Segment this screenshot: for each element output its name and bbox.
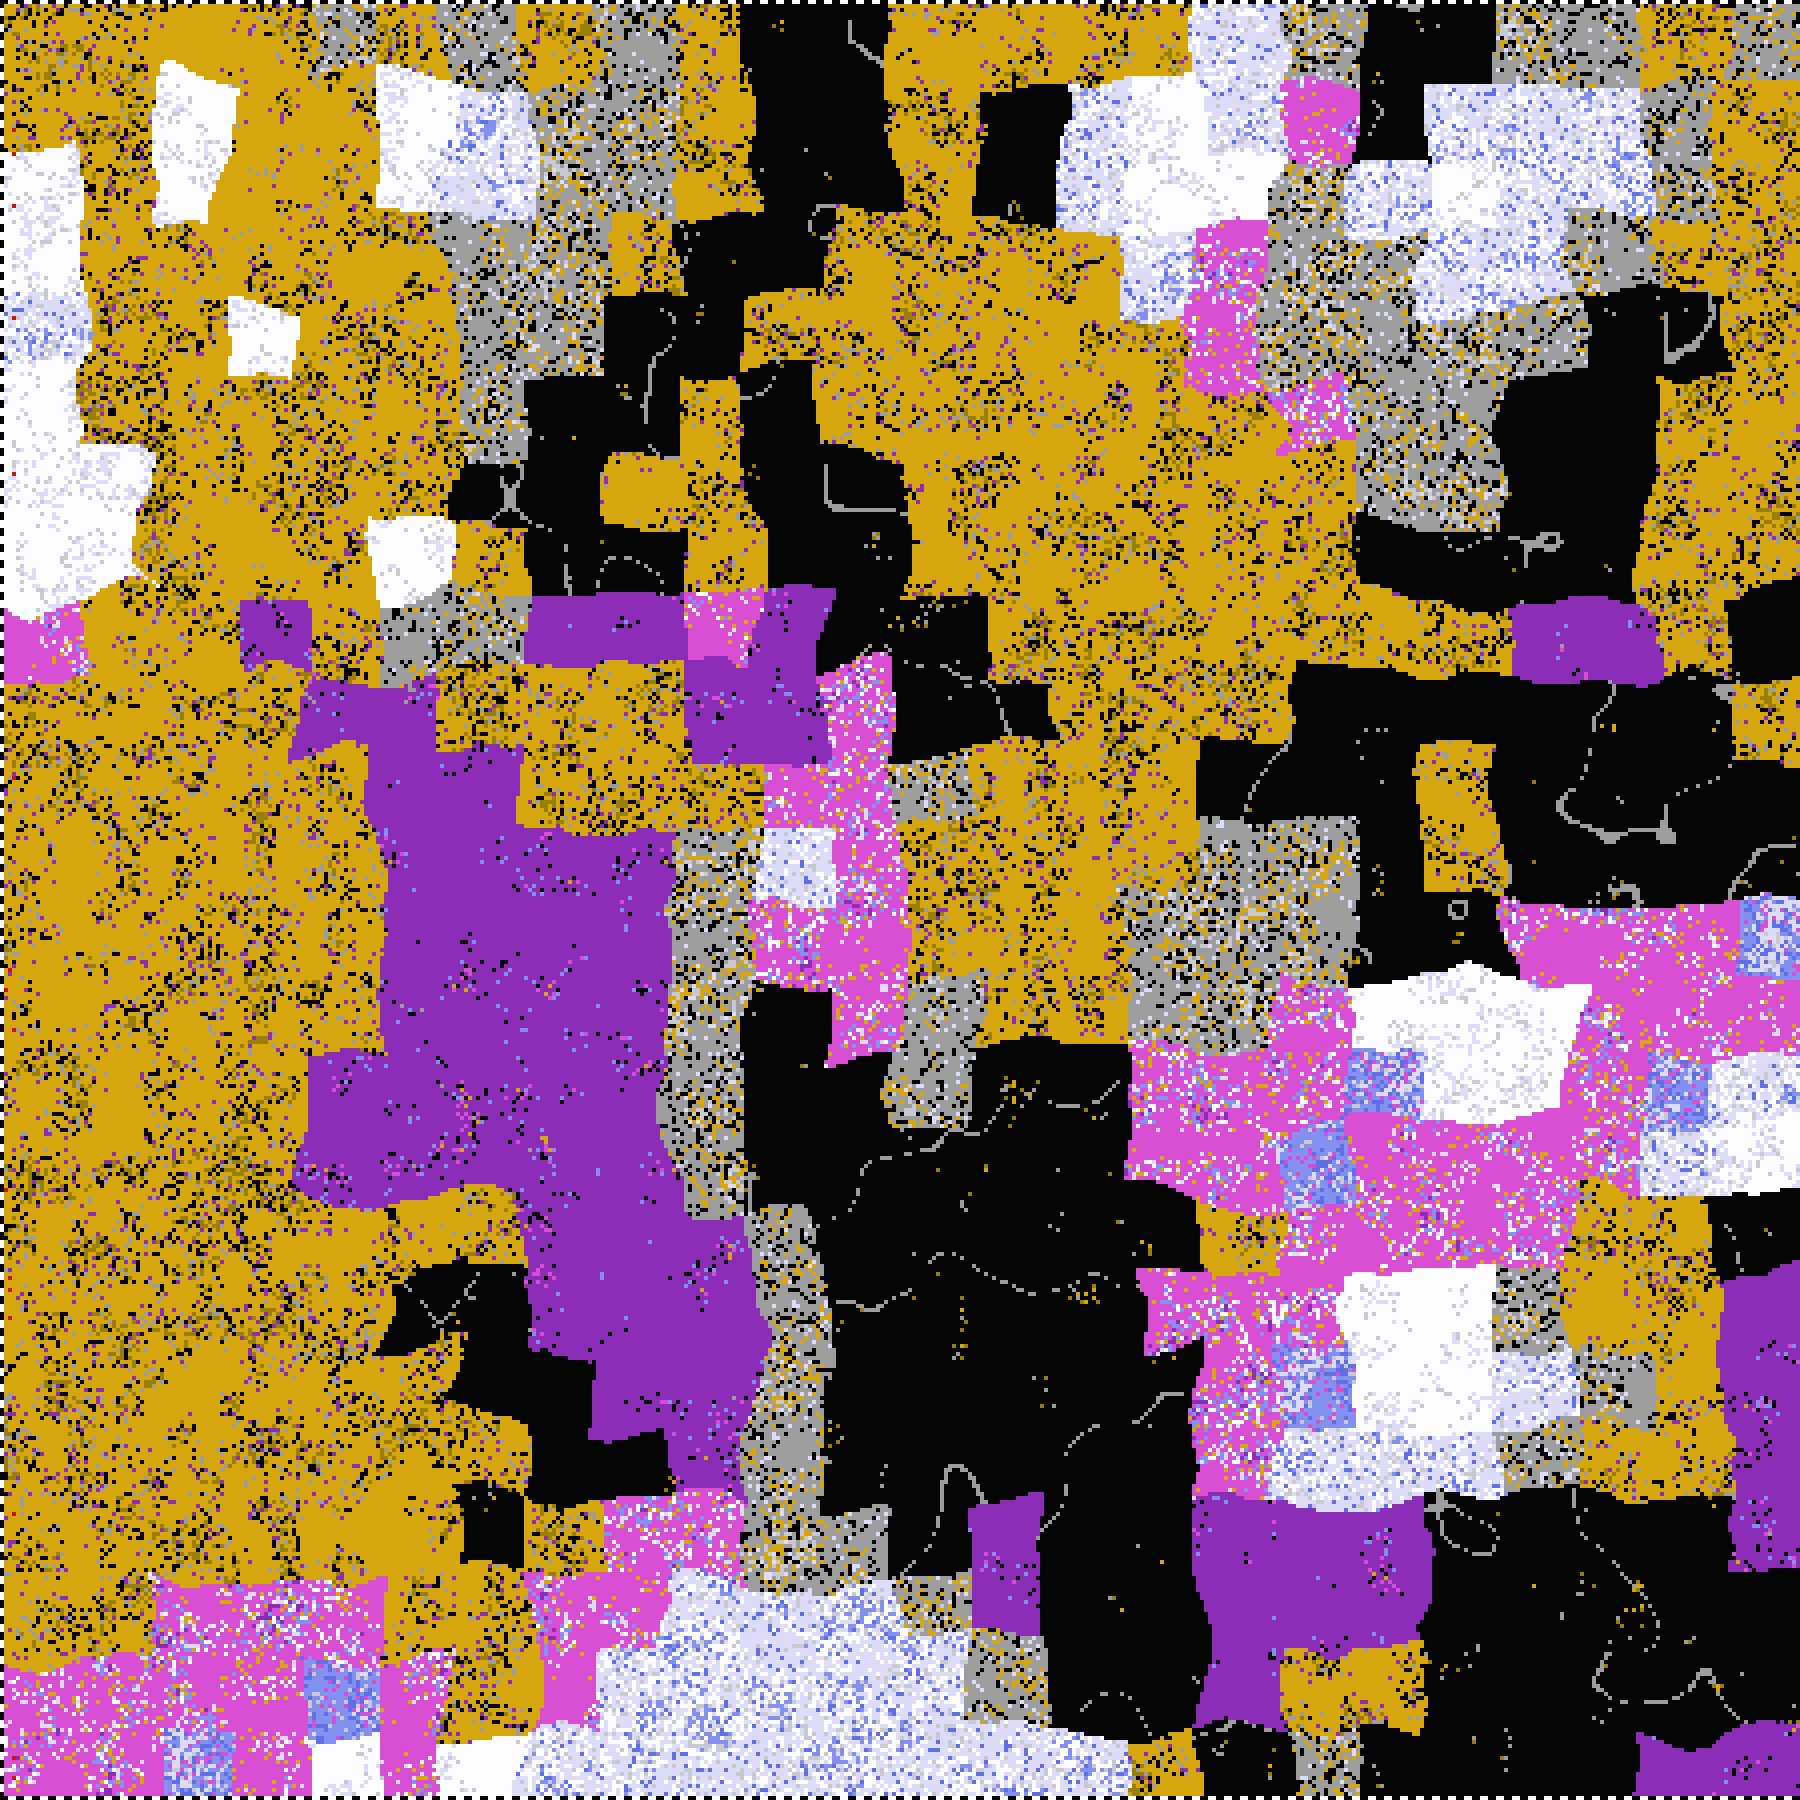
satellite-false-color-image	[0, 0, 1800, 1800]
satellite-image-canvas	[0, 0, 1800, 1800]
